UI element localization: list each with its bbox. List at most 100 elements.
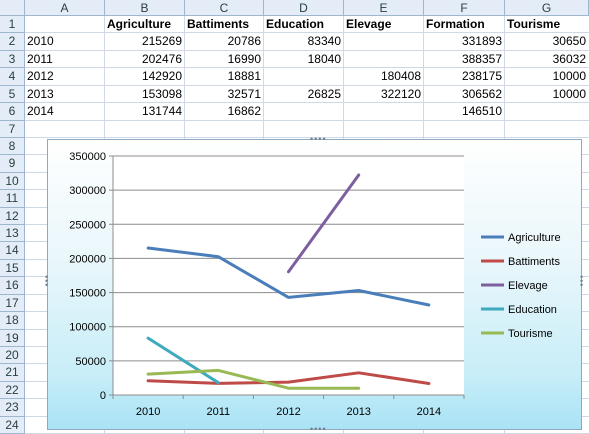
y-tick-label: 0 bbox=[100, 390, 106, 402]
row-gridline bbox=[25, 84, 589, 86]
series-line-agriculture[interactable] bbox=[146, 246, 431, 307]
legend-label-tourisme[interactable]: Tourisme bbox=[508, 328, 553, 340]
cell-c2[interactable]: 20786 bbox=[227, 34, 261, 49]
cell-a3[interactable]: 2011 bbox=[27, 51, 53, 66]
legend-label-battiments[interactable]: Battiments bbox=[508, 256, 560, 268]
cell-g2[interactable]: 30650 bbox=[552, 34, 586, 49]
cell-b6[interactable]: 131744 bbox=[141, 104, 182, 119]
line-chart[interactable]: •••• •••• • • • • • • 350000 300000 250000 2000… bbox=[45, 134, 585, 434]
chart-resize-handle-bottom[interactable]: •••• bbox=[310, 424, 327, 434]
legend-label-education[interactable]: Education bbox=[508, 304, 557, 316]
chart-resize-handle-top[interactable]: •••• bbox=[310, 134, 327, 144]
cell-f1[interactable]: Formation bbox=[426, 17, 485, 31]
cell-b2[interactable]: 215269 bbox=[141, 34, 182, 49]
column-header-c[interactable]: C bbox=[185, 0, 264, 16]
chart-resize-handle-left[interactable]: • • • bbox=[45, 272, 50, 290]
legend-label-agriculture[interactable]: Agriculture bbox=[508, 232, 561, 244]
cell-f5[interactable]: 306562 bbox=[461, 86, 502, 101]
cell-b4[interactable]: 142920 bbox=[141, 69, 182, 84]
cell-e5[interactable]: 322120 bbox=[380, 86, 421, 101]
x-tick-label: 2014 bbox=[417, 406, 441, 418]
row-header-6[interactable]: 6 bbox=[0, 103, 25, 121]
row-header-12[interactable]: 12 bbox=[0, 207, 25, 226]
row-header-5[interactable]: 5 bbox=[0, 85, 25, 104]
row-header-24[interactable]: 24 bbox=[0, 416, 25, 434]
row-header-1[interactable]: 1 bbox=[0, 16, 25, 34]
row-header-7[interactable]: 7 bbox=[0, 120, 25, 138]
cell-a4[interactable]: 2012 bbox=[27, 69, 54, 84]
row-header-9[interactable]: 9 bbox=[0, 155, 25, 173]
row-header-23[interactable]: 23 bbox=[0, 399, 25, 417]
cell-e4[interactable]: 180408 bbox=[380, 69, 421, 84]
cell-a2[interactable]: 2010 bbox=[27, 34, 54, 49]
row-header-19[interactable]: 19 bbox=[0, 329, 25, 347]
y-tick-label: 350000 bbox=[69, 151, 106, 163]
y-tick-label: 250000 bbox=[69, 219, 106, 231]
row-header-3[interactable]: 3 bbox=[0, 50, 25, 69]
cell-c5[interactable]: 32571 bbox=[227, 86, 261, 101]
cell-c3[interactable]: 16990 bbox=[227, 51, 261, 66]
y-tick-label: 300000 bbox=[69, 185, 106, 197]
row-header-16[interactable]: 16 bbox=[0, 277, 25, 295]
cell-c6[interactable]: 16862 bbox=[227, 104, 261, 119]
x-tick-label: 2013 bbox=[346, 406, 370, 418]
cell-g5[interactable]: 10000 bbox=[552, 86, 586, 101]
series-line-elevage[interactable] bbox=[287, 173, 361, 274]
cell-d5[interactable]: 26825 bbox=[307, 86, 341, 101]
row-header-2[interactable]: 2 bbox=[0, 33, 25, 51]
cell-c4[interactable]: 18881 bbox=[227, 69, 261, 84]
x-tick-label: 2011 bbox=[206, 406, 230, 418]
row-gridline bbox=[25, 119, 589, 121]
cell-b3[interactable]: 202476 bbox=[141, 51, 182, 66]
cell-d3[interactable]: 18040 bbox=[307, 51, 341, 66]
legend-label-elevage[interactable]: Elevage bbox=[508, 280, 548, 292]
cell-g1[interactable]: Tourisme bbox=[507, 17, 561, 31]
cell-f3[interactable]: 388357 bbox=[461, 51, 502, 66]
column-header-f[interactable]: F bbox=[424, 0, 505, 16]
row-header-11[interactable]: 11 bbox=[0, 190, 25, 208]
cell-d2[interactable]: 83340 bbox=[307, 34, 341, 49]
column-header-a[interactable]: A bbox=[25, 0, 105, 16]
y-tick-label: 100000 bbox=[69, 322, 106, 334]
plot-area[interactable] bbox=[113, 156, 464, 395]
row-header-21[interactable]: 21 bbox=[0, 364, 25, 382]
row-header-18[interactable]: 18 bbox=[0, 312, 25, 330]
cell-d1[interactable]: Education bbox=[266, 17, 325, 31]
cell-e1[interactable]: Elevage bbox=[346, 17, 392, 31]
column-header-b[interactable]: B bbox=[105, 0, 185, 16]
row-header-17[interactable]: 17 bbox=[0, 294, 25, 313]
series-line-tourisme[interactable] bbox=[146, 368, 361, 390]
select-all-corner[interactable] bbox=[0, 0, 25, 16]
y-tick-label: 50000 bbox=[75, 356, 106, 368]
column-header-e[interactable]: E bbox=[344, 0, 424, 16]
row-gridline bbox=[25, 32, 589, 34]
cell-f2[interactable]: 331893 bbox=[461, 34, 502, 49]
row-gridline bbox=[25, 49, 589, 51]
row-header-15[interactable]: 15 bbox=[0, 259, 25, 278]
row-header-10[interactable]: 10 bbox=[0, 172, 25, 191]
cell-f6[interactable]: 146510 bbox=[461, 104, 502, 119]
cell-b5[interactable]: 153098 bbox=[141, 86, 182, 101]
cell-c1[interactable]: Battiments bbox=[187, 17, 250, 31]
series-line-battiments[interactable] bbox=[146, 371, 431, 385]
cell-g3[interactable]: 36032 bbox=[552, 51, 586, 66]
row-header-8[interactable]: 8 bbox=[0, 137, 25, 156]
column-header-g[interactable]: G bbox=[505, 0, 589, 16]
series-line-education[interactable] bbox=[146, 336, 220, 385]
chart-resize-handle-right[interactable]: • • • bbox=[580, 272, 585, 290]
column-header-next[interactable] bbox=[585, 0, 589, 16]
row-gridline bbox=[25, 136, 589, 138]
cell-a5[interactable]: 2013 bbox=[27, 86, 54, 101]
row-header-13[interactable]: 13 bbox=[0, 225, 25, 243]
row-header-4[interactable]: 4 bbox=[0, 68, 25, 86]
x-tick-label: 2010 bbox=[136, 406, 160, 418]
cell-g4[interactable]: 10000 bbox=[552, 69, 586, 84]
row-header-20[interactable]: 20 bbox=[0, 346, 25, 365]
cell-f4[interactable]: 238175 bbox=[461, 69, 502, 84]
row-header-14[interactable]: 14 bbox=[0, 242, 25, 260]
row-header-22[interactable]: 22 bbox=[0, 381, 25, 400]
cell-b1[interactable]: Agriculture bbox=[107, 17, 172, 31]
cell-a6[interactable]: 2014 bbox=[27, 104, 54, 119]
column-header-d[interactable]: D bbox=[264, 0, 344, 16]
